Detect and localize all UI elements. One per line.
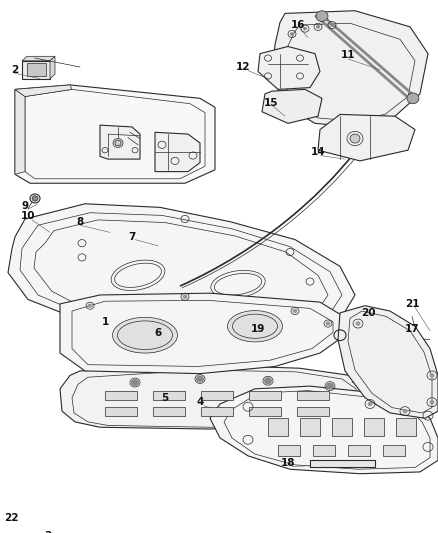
Polygon shape xyxy=(60,293,345,374)
Text: 3: 3 xyxy=(44,531,52,533)
Ellipse shape xyxy=(113,317,177,353)
Polygon shape xyxy=(364,418,384,436)
Ellipse shape xyxy=(227,311,283,342)
Text: 4: 4 xyxy=(196,397,204,407)
Text: 22: 22 xyxy=(4,513,18,523)
Text: 20: 20 xyxy=(361,308,375,318)
Text: 11: 11 xyxy=(341,51,355,60)
Ellipse shape xyxy=(367,402,372,406)
Polygon shape xyxy=(268,418,288,436)
Text: 19: 19 xyxy=(251,324,265,334)
Polygon shape xyxy=(22,61,50,79)
Ellipse shape xyxy=(325,321,331,326)
Polygon shape xyxy=(15,85,72,96)
Ellipse shape xyxy=(290,32,294,36)
Ellipse shape xyxy=(32,196,38,201)
Polygon shape xyxy=(383,445,405,456)
Text: 12: 12 xyxy=(236,62,250,72)
Polygon shape xyxy=(155,132,200,172)
Polygon shape xyxy=(153,407,185,416)
Text: 14: 14 xyxy=(311,147,325,157)
Polygon shape xyxy=(318,115,415,161)
Text: 6: 6 xyxy=(154,327,162,337)
Ellipse shape xyxy=(356,321,360,326)
Polygon shape xyxy=(297,392,329,400)
Text: 7: 7 xyxy=(128,232,136,242)
Polygon shape xyxy=(396,418,416,436)
Ellipse shape xyxy=(303,27,307,30)
Polygon shape xyxy=(60,365,368,429)
Ellipse shape xyxy=(403,409,407,414)
Ellipse shape xyxy=(14,529,21,533)
Text: 15: 15 xyxy=(264,98,278,108)
Text: 2: 2 xyxy=(11,64,19,75)
Ellipse shape xyxy=(330,23,334,27)
Ellipse shape xyxy=(293,309,297,313)
Text: 8: 8 xyxy=(76,217,84,227)
Ellipse shape xyxy=(430,373,434,378)
Polygon shape xyxy=(338,306,438,418)
Text: 21: 21 xyxy=(405,299,419,309)
Polygon shape xyxy=(210,386,438,474)
Ellipse shape xyxy=(407,93,419,104)
Polygon shape xyxy=(201,407,233,416)
Polygon shape xyxy=(153,392,185,400)
Polygon shape xyxy=(348,445,370,456)
Ellipse shape xyxy=(113,139,123,148)
Ellipse shape xyxy=(430,400,434,405)
Polygon shape xyxy=(249,392,281,400)
Polygon shape xyxy=(297,407,329,416)
Text: 10: 10 xyxy=(21,211,35,221)
Ellipse shape xyxy=(131,379,139,386)
Ellipse shape xyxy=(350,134,360,143)
Polygon shape xyxy=(300,418,320,436)
Polygon shape xyxy=(22,56,55,61)
Ellipse shape xyxy=(183,295,187,299)
Polygon shape xyxy=(278,445,300,456)
Polygon shape xyxy=(8,204,355,338)
Polygon shape xyxy=(272,11,428,127)
Text: 16: 16 xyxy=(291,20,305,30)
Text: 18: 18 xyxy=(281,458,295,468)
Polygon shape xyxy=(332,418,352,436)
Ellipse shape xyxy=(326,383,334,390)
Text: 9: 9 xyxy=(21,200,28,211)
Polygon shape xyxy=(313,445,335,456)
Ellipse shape xyxy=(316,25,320,29)
Polygon shape xyxy=(201,392,233,400)
Polygon shape xyxy=(15,90,25,174)
Ellipse shape xyxy=(316,11,328,21)
Polygon shape xyxy=(310,461,375,466)
Polygon shape xyxy=(15,85,215,183)
Text: 5: 5 xyxy=(161,393,169,403)
Polygon shape xyxy=(2,516,75,533)
Ellipse shape xyxy=(264,377,272,384)
Polygon shape xyxy=(105,407,137,416)
Polygon shape xyxy=(100,125,140,159)
Polygon shape xyxy=(50,56,55,79)
Text: 17: 17 xyxy=(405,324,419,334)
Polygon shape xyxy=(262,90,322,123)
Polygon shape xyxy=(27,63,46,76)
Polygon shape xyxy=(258,46,320,90)
Polygon shape xyxy=(249,407,281,416)
Ellipse shape xyxy=(88,303,92,308)
Text: 1: 1 xyxy=(101,317,109,327)
Polygon shape xyxy=(105,392,137,400)
Ellipse shape xyxy=(196,375,204,383)
Polygon shape xyxy=(48,527,132,533)
